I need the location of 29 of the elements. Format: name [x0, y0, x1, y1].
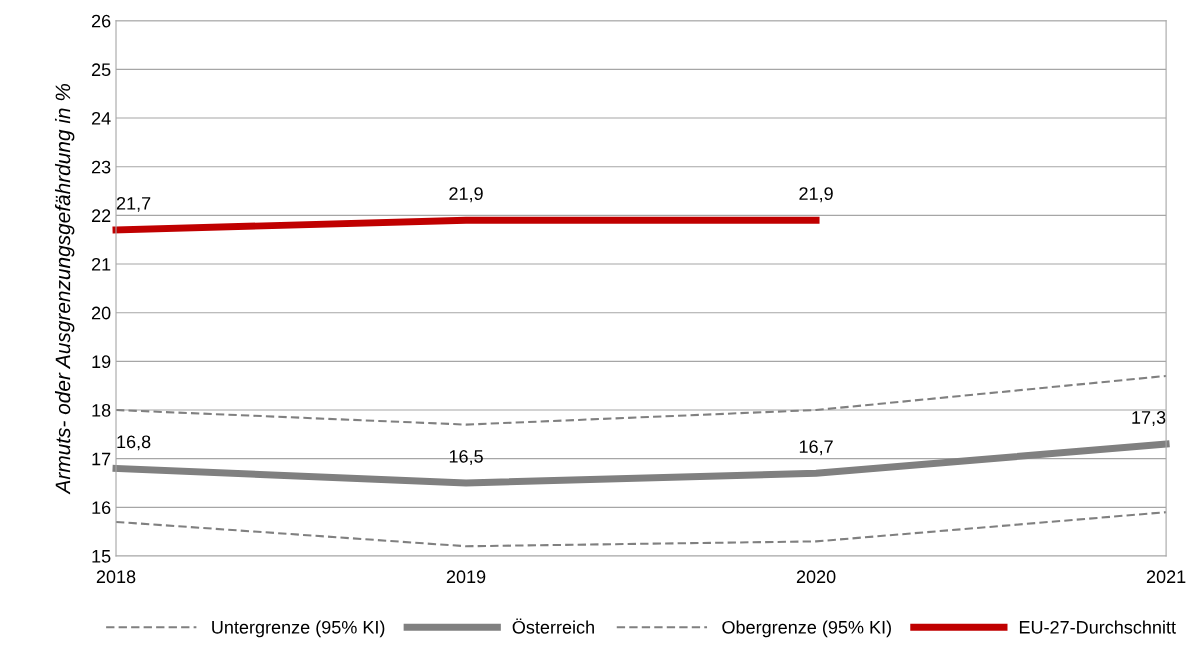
data-label: 17,3	[1132, 411, 1166, 426]
x-tick-label: 2018	[96, 570, 136, 584]
legend-label: EU-27-Durchschnitt	[1019, 620, 1176, 634]
legend-label: Obergrenze (95% KI)	[722, 620, 891, 638]
data-label: 21,9	[799, 187, 833, 203]
legend-label: Österreich	[512, 618, 594, 634]
y-axis-title: Armuts- oder Ausgrenzungsgefährdung in %	[54, 84, 75, 495]
y-tick-label: 21	[91, 257, 111, 271]
x-tick-label: 2019	[446, 570, 486, 584]
data-label: 16,5	[449, 449, 483, 465]
y-tick-label: 26	[91, 14, 111, 28]
y-tick-label: 16	[92, 501, 111, 515]
y-tick-label: 22	[91, 209, 111, 222]
x-tick-label: 2020	[796, 570, 836, 584]
y-tick-label: 24	[91, 111, 111, 125]
y-tick-label: 23	[91, 160, 111, 174]
legend-label: Untergrenze (95% KI)	[212, 620, 385, 638]
y-tick-label: 17	[92, 452, 111, 466]
data-label: 16,7	[799, 440, 833, 456]
x-tick-label: 2021	[1146, 570, 1186, 584]
y-tick-label: 19	[92, 355, 111, 369]
data-label: 21,9	[449, 187, 483, 203]
y-tick-label: 20	[91, 306, 111, 320]
line-series	[114, 511, 1168, 548]
y-tick-label: 18	[92, 403, 111, 417]
y-tick-label: 25	[91, 63, 111, 77]
data-label: 21,7	[116, 196, 151, 212]
y-tick-label: 15	[92, 550, 111, 563]
data-label: 16,8	[117, 435, 151, 451]
